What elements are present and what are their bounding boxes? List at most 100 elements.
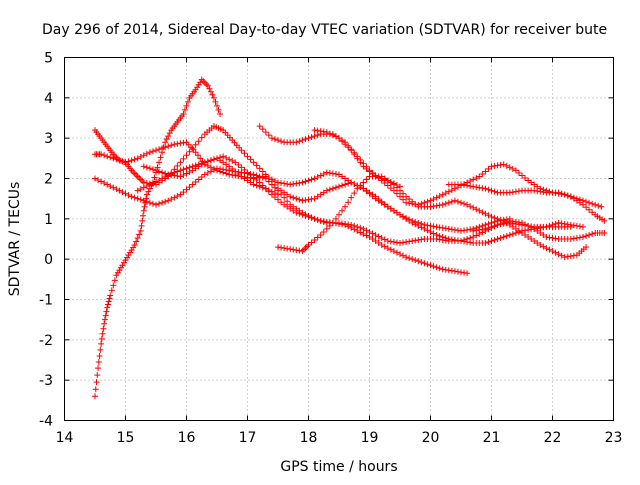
data-point <box>156 200 163 207</box>
data-point <box>201 79 208 86</box>
data-point <box>98 335 105 342</box>
data-point <box>354 227 361 234</box>
x-tick-label: 23 <box>605 430 623 446</box>
data-point <box>203 81 210 88</box>
data-point <box>326 186 333 193</box>
data-point <box>509 223 516 230</box>
data-point <box>323 129 330 136</box>
data-point <box>494 236 501 242</box>
data-point <box>180 139 187 146</box>
data-point <box>290 207 297 214</box>
data-point <box>583 198 590 205</box>
data-point <box>458 199 464 206</box>
data-point <box>427 203 434 210</box>
data-point <box>454 268 461 275</box>
data-point <box>393 239 400 246</box>
plot-frame <box>64 57 614 421</box>
data-point <box>149 166 156 173</box>
data-point <box>561 220 568 227</box>
data-point <box>198 134 205 141</box>
data-point <box>351 190 358 197</box>
data-point <box>186 148 193 155</box>
data-point <box>442 266 449 273</box>
data-point <box>268 188 275 195</box>
data-point <box>143 183 150 190</box>
data-point <box>156 177 163 184</box>
data-point <box>461 227 468 234</box>
data-point <box>290 181 297 188</box>
data-point <box>564 253 571 260</box>
data-point <box>412 237 419 244</box>
data-point <box>250 181 257 188</box>
data-point <box>94 372 101 379</box>
data-point <box>302 178 309 185</box>
data-point <box>336 171 342 178</box>
data-point <box>534 240 541 247</box>
data-point <box>589 209 596 216</box>
x-tick-label: 18 <box>300 430 318 446</box>
data-point <box>140 207 147 214</box>
data-point <box>262 175 269 182</box>
data-point <box>98 151 105 158</box>
data-point <box>360 179 367 186</box>
data-point <box>278 244 285 251</box>
data-point <box>573 197 580 204</box>
data-point <box>537 229 544 236</box>
data-point <box>537 242 544 249</box>
data-point <box>351 181 358 188</box>
data-point <box>162 144 169 151</box>
data-point <box>570 195 577 202</box>
data-point <box>320 228 327 235</box>
data-point <box>445 225 452 232</box>
data-point <box>397 251 403 258</box>
data-point <box>506 189 513 196</box>
data-point <box>366 168 373 175</box>
data-point <box>131 156 138 163</box>
data-point <box>342 141 349 148</box>
data-point <box>183 102 190 109</box>
y-tick-label: 5 <box>44 51 53 67</box>
data-point <box>128 157 135 164</box>
data-point <box>171 172 178 179</box>
data-point <box>442 190 449 197</box>
data-point <box>223 154 230 161</box>
data-point <box>372 238 379 245</box>
data-point <box>210 166 217 173</box>
data-point <box>299 197 306 204</box>
data-point <box>250 159 257 166</box>
data-point <box>320 128 327 135</box>
data-point <box>436 224 443 231</box>
data-point <box>206 85 213 92</box>
data-point <box>485 165 492 172</box>
data-point <box>281 194 288 201</box>
data-point <box>212 98 219 105</box>
data-point <box>311 133 318 140</box>
data-point <box>204 169 211 176</box>
data-point <box>406 196 413 203</box>
data-point <box>207 157 214 164</box>
data-point <box>509 189 516 196</box>
data-point <box>133 171 140 178</box>
data-point <box>500 219 507 226</box>
data-point <box>451 268 458 275</box>
data-point <box>192 141 199 148</box>
data-point <box>418 259 425 266</box>
data-point <box>133 238 140 245</box>
data-point <box>573 234 580 241</box>
data-point <box>525 177 532 184</box>
data-point <box>531 238 538 245</box>
data-point <box>125 158 132 165</box>
data-point <box>509 218 516 225</box>
data-point <box>329 132 336 139</box>
data-point <box>479 226 486 233</box>
data-point <box>247 179 254 186</box>
data-point <box>101 152 108 159</box>
data-point <box>546 222 553 229</box>
x-tick-label: 15 <box>117 430 135 446</box>
data-point <box>348 194 355 201</box>
data-point <box>537 188 544 195</box>
data-point <box>130 168 137 175</box>
data-point <box>500 161 507 168</box>
data-point <box>546 246 553 253</box>
data-point <box>278 199 285 206</box>
